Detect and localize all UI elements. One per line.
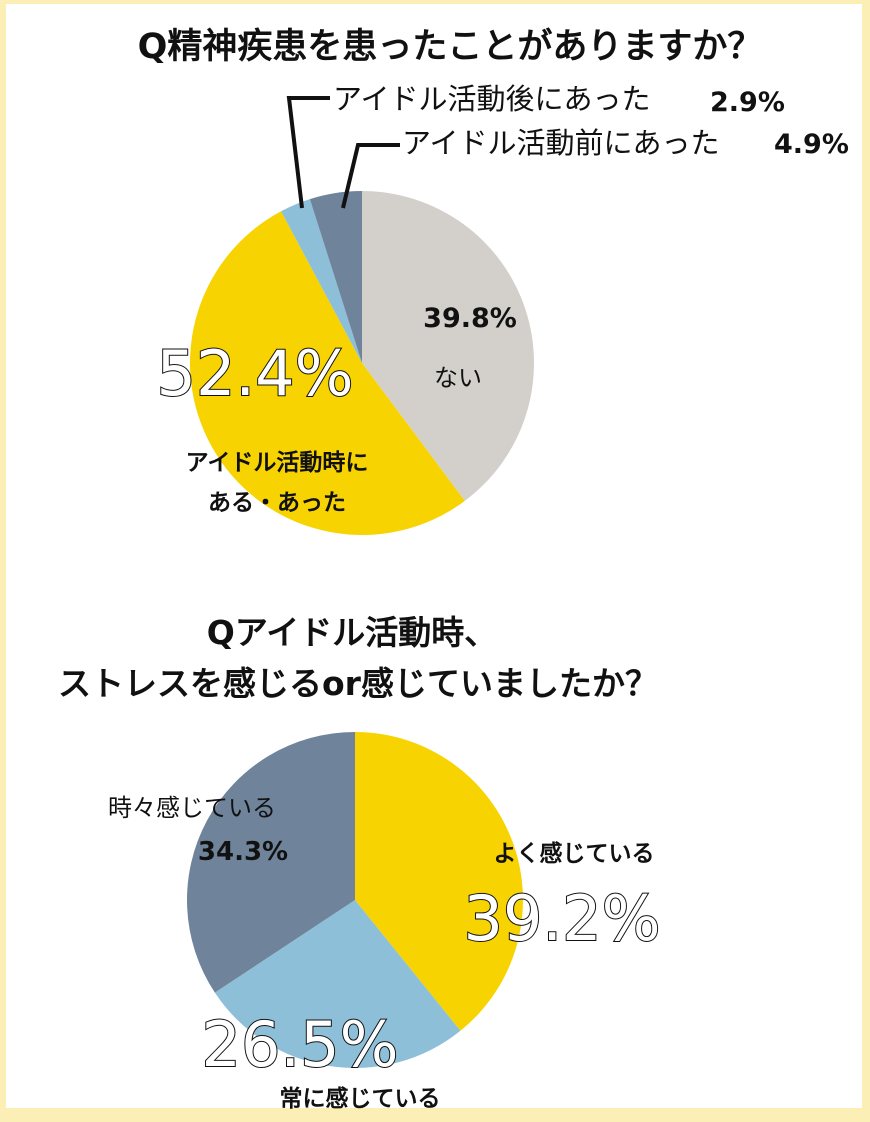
chart1-value-before: 4.9% (774, 129, 849, 160)
chart1-label-before: アイドル活動前にあった (402, 126, 720, 160)
chart1-value-none: 39.8% (423, 303, 517, 334)
chart1-value-during: 52.4% (157, 337, 354, 410)
chart1-slice-2 (281, 199, 362, 363)
chart1-label-none: ない (434, 364, 482, 392)
chart1-slice-1 (189, 211, 465, 536)
chart2-slice-0 (355, 732, 523, 1031)
chart2-pie (187, 732, 523, 1068)
chart1-value-after: 2.9% (710, 87, 785, 118)
chart1-slice-0 (362, 191, 534, 501)
chart2-value-sometimes: 34.3% (198, 837, 288, 867)
chart2-label-often: よく感じている (494, 840, 655, 867)
chart1-label-during-line1: アイドル活動時に (186, 450, 369, 476)
chart2-label-sometimes: 時々感じている (108, 794, 276, 822)
chart2-slice-1 (214, 900, 461, 1068)
chart2-title-line2: ストレスを感じるor感じていましたか？ (58, 664, 658, 703)
chart2-value-often: 39.2% (464, 882, 661, 955)
chart2-value-always: 26.5% (202, 1008, 399, 1081)
chart1-label-during-line2: ある・あった (208, 490, 346, 516)
chart2-slice-2 (187, 732, 355, 993)
chart1-label-after: アイドル活動後にあった (333, 82, 651, 116)
chart1-leader-before (341, 143, 400, 209)
chart2-label-always: 常に感じている (280, 1085, 441, 1112)
chart1-pie (189, 191, 534, 536)
chart1-title: Q精神疾患を患ったことがありますか？ (138, 27, 763, 67)
chart1-leader-after (286, 96, 330, 209)
chart2-title-line1: Qアイドル活動時、 (207, 613, 497, 652)
chart1-slice-3 (309, 191, 362, 363)
